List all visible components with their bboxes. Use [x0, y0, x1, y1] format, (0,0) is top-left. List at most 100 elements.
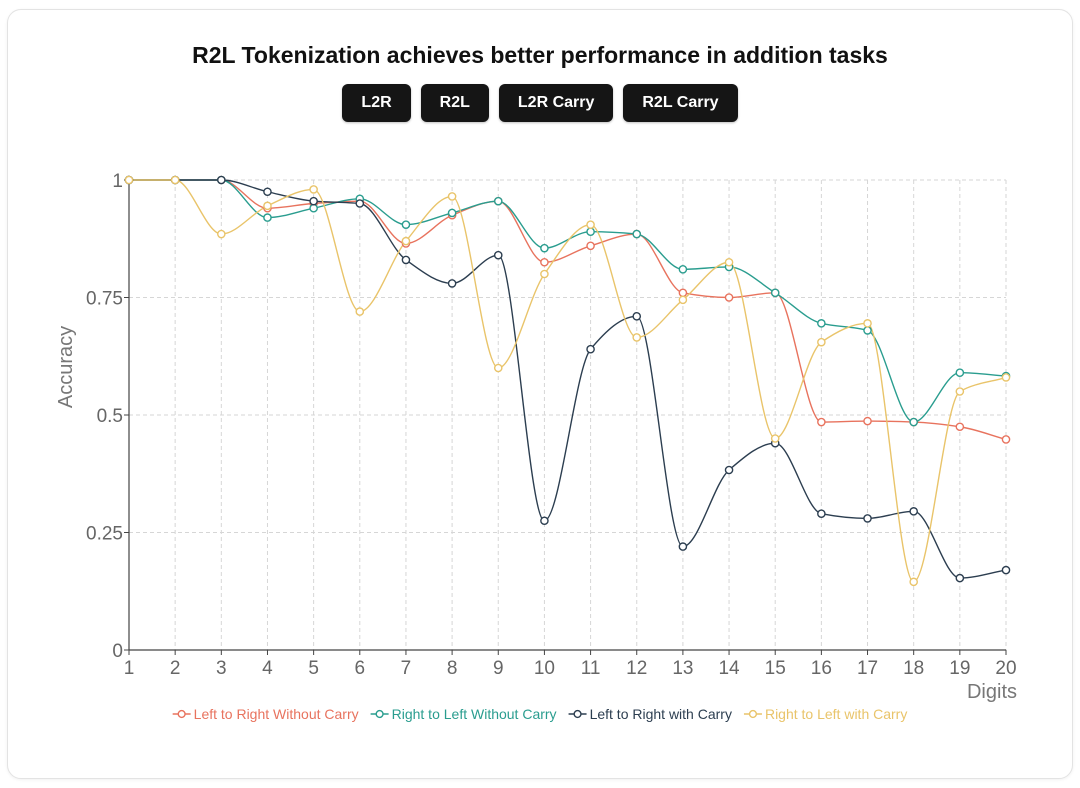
legend-item-3[interactable]: Left to Right with Carry [568, 706, 732, 722]
series-2-point[interactable] [770, 288, 780, 298]
series-4-point[interactable] [678, 295, 688, 305]
y-tick-labels: 0 0.25 0.5 0.75 1 [86, 171, 129, 662]
x-tick-label: 10 [534, 658, 555, 679]
series-3-point[interactable] [540, 516, 549, 526]
x-tick-label: 20 [995, 658, 1016, 679]
series-2-point[interactable] [863, 326, 872, 335]
series-3-point[interactable] [401, 255, 411, 265]
y-tick-label: 1 [112, 171, 123, 192]
x-tick-label: 2 [170, 658, 181, 679]
series-3-point[interactable] [909, 507, 918, 516]
series-3-point[interactable] [632, 311, 642, 321]
series-2-point[interactable] [909, 417, 918, 427]
series-1-point[interactable] [678, 288, 688, 298]
series-2-point[interactable] [540, 243, 549, 253]
series-4-point[interactable] [724, 257, 734, 267]
series-4-point[interactable] [586, 220, 595, 229]
series-3-point[interactable] [678, 542, 688, 551]
series-2-point[interactable] [493, 196, 503, 206]
chart-title: R2L Tokenization achieves better perform… [192, 42, 888, 68]
r2l-button[interactable]: R2L [420, 84, 489, 122]
series-3-point[interactable] [955, 573, 965, 583]
series-button-group: L2R R2L L2R Carry R2L Carry [0, 84, 1080, 122]
series-2-point[interactable] [817, 319, 826, 328]
series-1-point[interactable] [1001, 435, 1011, 444]
series-4-point[interactable] [493, 363, 503, 373]
series-4-point[interactable] [955, 387, 965, 396]
series-1-point[interactable] [724, 293, 734, 302]
series-4-point[interactable] [909, 577, 918, 587]
series-1-point[interactable] [540, 257, 549, 267]
series-2-point[interactable] [678, 264, 688, 274]
series-4-point[interactable] [1001, 373, 1011, 382]
series-3-point[interactable] [1001, 565, 1011, 575]
series-3-point[interactable] [309, 196, 318, 206]
series-lines [129, 179, 1007, 583]
legend-marker-point [177, 709, 186, 719]
x-tick-labels: 1 2 3 4 5 6 7 8 9 10 11 12 13 14 15 16 17 18 19 20 [124, 650, 1017, 679]
series-1-point[interactable] [586, 241, 595, 251]
legend-label: Right to Left Without Carry [392, 706, 557, 722]
l2r-button[interactable]: L2R [342, 84, 411, 122]
series-2-point[interactable] [955, 368, 965, 378]
series-4-point[interactable] [632, 333, 642, 342]
series-line-2 [129, 179, 1007, 423]
r2l-carry-button[interactable]: R2L Carry [623, 84, 738, 122]
y-tick-label: 0 [112, 641, 123, 662]
series-line-4 [129, 179, 1007, 583]
series-4-point[interactable] [863, 319, 872, 328]
x-tick-label: 7 [401, 658, 412, 679]
x-tick-label: 11 [581, 658, 601, 679]
series-line-3 [129, 179, 1007, 579]
chart-grid [129, 179, 1007, 650]
legend-item-4[interactable]: Right to Left with Carry [743, 706, 907, 722]
x-tick-label: 18 [903, 658, 924, 679]
series-3-point[interactable] [817, 509, 826, 519]
series-1-point[interactable] [817, 417, 826, 427]
legend-label: Right to Left with Carry [765, 706, 907, 722]
series-3-point[interactable] [217, 175, 226, 185]
series-4-point[interactable] [770, 434, 780, 443]
series-4-point[interactable] [309, 185, 318, 194]
series-2-point[interactable] [263, 213, 272, 222]
series-2-point[interactable] [447, 208, 457, 218]
x-tick-label: 19 [949, 658, 970, 679]
series-3-point[interactable] [447, 279, 457, 288]
legend-label: Left to Right with Carry [590, 706, 732, 722]
x-tick-label: 5 [308, 658, 319, 679]
series-3-point[interactable] [493, 250, 503, 260]
x-tick-label: 3 [216, 658, 227, 679]
series-3-point[interactable] [586, 344, 595, 354]
series-4-point[interactable] [263, 201, 272, 211]
x-tick-label: 13 [672, 658, 693, 679]
series-line-1 [129, 179, 1007, 441]
series-3-point[interactable] [263, 187, 272, 197]
series-1-point[interactable] [955, 422, 965, 432]
series-2-point[interactable] [586, 227, 595, 236]
series-3-point[interactable] [863, 514, 872, 523]
x-tick-label: 14 [718, 658, 740, 679]
series-4-point[interactable] [540, 269, 549, 279]
series-3-point[interactable] [355, 199, 365, 208]
series-3-point[interactable] [724, 465, 734, 475]
series-1-point[interactable] [863, 416, 872, 426]
series-4-point[interactable] [355, 307, 365, 316]
legend-marker-point [748, 709, 758, 719]
x-tick-label: 1 [124, 658, 135, 679]
series-4-point[interactable] [217, 229, 226, 239]
l2r-carry-button[interactable]: L2R Carry [498, 84, 614, 122]
series-4-point[interactable] [447, 192, 457, 201]
series-4-point[interactable] [817, 337, 826, 347]
chart-card [7, 9, 1073, 779]
series-2-point[interactable] [632, 229, 642, 239]
x-tick-label: 16 [811, 658, 832, 679]
legend-item-2[interactable]: Right to Left Without Carry [370, 706, 557, 722]
series-4-point[interactable] [124, 175, 134, 185]
series-2-point[interactable] [401, 220, 411, 229]
legend-item-1[interactable]: Left to Right Without Carry [172, 706, 359, 722]
legend-label: Left to Right Without Carry [194, 706, 359, 722]
series-4-point[interactable] [170, 175, 180, 185]
series-4-point[interactable] [401, 236, 411, 246]
series-2-point[interactable] [309, 203, 318, 213]
